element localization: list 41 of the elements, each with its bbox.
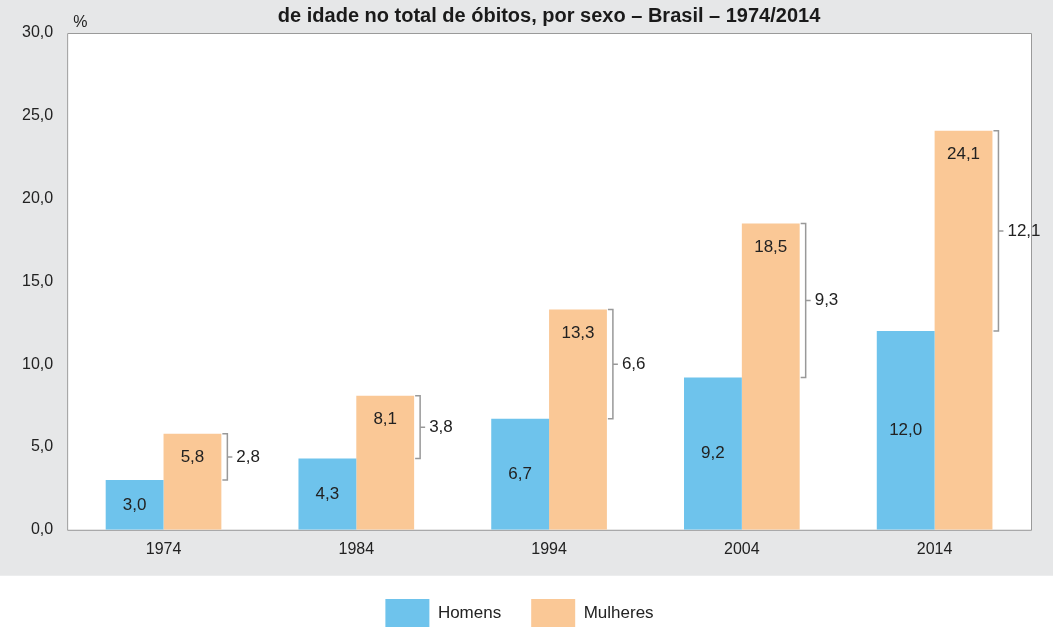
y-tick-label: 20,0 <box>22 189 54 207</box>
bar <box>298 458 357 530</box>
annotation: 12,1 <box>1007 220 1041 240</box>
x-tick-label: 1994 <box>531 539 567 557</box>
y-axis-title: % <box>73 13 88 31</box>
data-label: 8,1 <box>373 409 398 429</box>
bar <box>356 395 415 530</box>
x-tick-label: 2014 <box>916 539 953 557</box>
y-tick-label: 5,0 <box>30 437 54 455</box>
data-label: 12,0 <box>889 420 923 440</box>
annotation: 9,3 <box>814 290 839 310</box>
bar <box>105 480 164 530</box>
bar <box>934 130 993 530</box>
x-tick-label: 1984 <box>338 539 375 557</box>
annotation: 6,6 <box>621 353 646 373</box>
data-label: 13,3 <box>561 323 595 343</box>
bar <box>549 309 607 530</box>
chart-title: de idade no total de óbitos, por sexo – Brasil – 1974/2014 <box>277 4 822 27</box>
bar <box>491 418 550 530</box>
legend-label: Mulheres <box>583 602 654 622</box>
legend-label: Homens <box>437 602 502 622</box>
bar <box>684 377 742 530</box>
y-tick-label: 0,0 <box>30 520 54 538</box>
annotation: 3,8 <box>429 416 453 436</box>
y-tick-label: 30,0 <box>22 23 54 41</box>
data-label: 24,1 <box>946 144 981 164</box>
data-label: 9,2 <box>701 443 725 463</box>
x-tick-label: 2004 <box>724 539 760 557</box>
x-tick-label: 1974 <box>145 539 182 557</box>
data-label: 18,5 <box>754 237 788 257</box>
y-tick-label: 10,0 <box>22 354 54 372</box>
annotation: 2,8 <box>236 446 260 466</box>
data-label: 5,8 <box>180 447 205 467</box>
bar <box>741 223 800 530</box>
data-label: 6,7 <box>508 464 532 484</box>
y-tick-label: 15,0 <box>22 271 54 289</box>
data-label: 4,3 <box>315 483 340 503</box>
bar <box>163 433 222 530</box>
y-tick-label: 25,0 <box>22 106 54 124</box>
bar <box>876 331 935 530</box>
data-label: 3,0 <box>122 494 147 514</box>
